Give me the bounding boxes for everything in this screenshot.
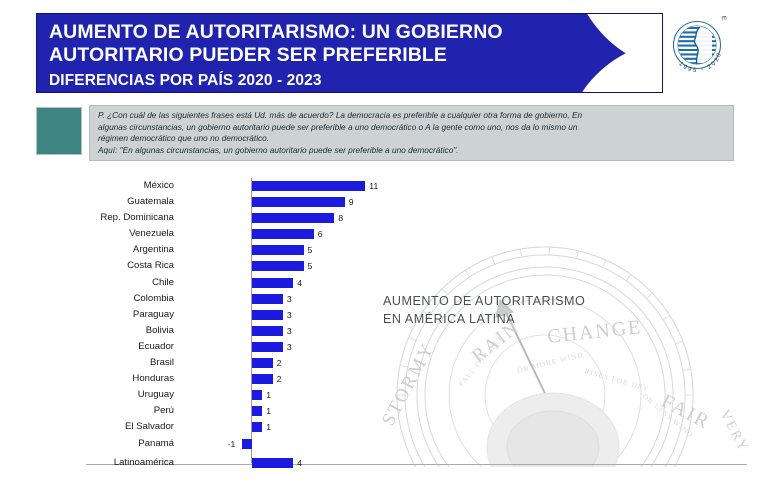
country-label: Honduras	[132, 373, 174, 385]
bar-value-label: 3	[286, 341, 292, 352]
country-label: Ecuador	[138, 340, 174, 352]
country-label: Costa Rica	[127, 260, 174, 272]
chart-row: Uruguay 1	[0, 387, 770, 403]
chart-bottom-rule	[86, 464, 747, 465]
question-line-3: régimen democrático que uno no democráti…	[98, 133, 270, 144]
chart-row: Panamá -1	[0, 436, 770, 452]
chart-row: Chile 4	[0, 275, 770, 291]
chart-row: Honduras 2	[0, 371, 770, 387]
svg-text:LATINOBARÓMETRO: LATINOBARÓMETRO	[664, 14, 727, 22]
bar-value-label: 8	[338, 213, 344, 224]
bar	[252, 390, 263, 401]
country-label: Chile	[152, 276, 174, 288]
country-label: México	[143, 180, 174, 191]
bar	[252, 261, 304, 272]
watermark-caption-line-1: AUMENTO DE AUTORITARISMO	[383, 294, 586, 308]
country-label: Argentina	[132, 244, 174, 256]
question-line-2: algunas circunstancias, un gobierno auto…	[98, 121, 578, 132]
country-label: El Salvador	[124, 421, 174, 433]
bar	[252, 406, 263, 417]
bar	[252, 293, 283, 304]
country-label: Colombia	[133, 292, 174, 304]
chart-zero-axis	[251, 178, 252, 463]
bar-value-label: 2	[276, 374, 282, 385]
country-label: Panamá	[138, 437, 174, 449]
question-line-1: P. ¿Con cuál de las siguientes frases es…	[98, 110, 583, 120]
bar-value-label: 1	[266, 390, 272, 401]
chart-row: Bolivia 3	[0, 323, 770, 339]
watermark-caption-line-2: EN AMÉRICA LATINA	[383, 312, 516, 326]
bar-value-label: 4	[297, 277, 302, 288]
question-text-box: P. ¿Con cuál de las siguientes frases es…	[89, 105, 734, 161]
latinobarometro-logo: LATINOBARÓMETRO 1995 - 2020	[661, 0, 730, 80]
chart-row: Guatemala 9	[0, 194, 770, 210]
chart-row: Ecuador 3	[0, 339, 770, 355]
bar-value-label: 2	[276, 358, 282, 369]
country-label: Guatemala	[127, 196, 174, 208]
chart-row: Argentina 5	[0, 242, 770, 258]
country-label: Uruguay	[137, 389, 174, 401]
country-label: Rep. Dominicana	[100, 212, 174, 224]
chart-row: Paraguay 3	[0, 307, 770, 323]
bar-value-label: 6	[317, 229, 323, 240]
bar-value-label: -1	[227, 438, 236, 449]
country-label: Latinoamérica	[113, 457, 174, 469]
question-line-4: Aquí: "En algunas circunstancias, un gob…	[98, 144, 459, 155]
bar-chart: CHANGE FAIR STORMY RAIN VERY FALL FOR WE…	[0, 172, 770, 485]
header: AUMENTO DE AUTORITARISMO: UN GOBIERNO AU…	[0, 0, 770, 98]
chart-row: Brasil 2	[0, 355, 770, 371]
bar	[252, 229, 314, 240]
chart-row: México 11	[0, 178, 770, 194]
bar-value-label: 5	[307, 261, 313, 272]
bar	[252, 213, 335, 224]
chart-row: Rep. Dominicana 8	[0, 210, 770, 226]
bar-value-label: 4	[297, 458, 302, 469]
bar-value-label: 3	[286, 325, 292, 336]
title-line-1: AUMENTO DE AUTORITARISMO: UN GOBIERNO	[49, 21, 503, 43]
chart-row: Colombia 3	[0, 291, 770, 307]
bar	[252, 422, 263, 433]
bar-value-label: 11	[369, 181, 379, 191]
bar	[252, 277, 294, 288]
accent-square	[36, 107, 82, 155]
bar	[252, 325, 283, 336]
chart-row: El Salvador 1	[0, 419, 770, 435]
title-banner: AUMENTO DE AUTORITARISMO: UN GOBIERNO AU…	[36, 13, 663, 93]
chart-row: Venezuela 6	[0, 226, 770, 242]
country-label: Bolivia	[145, 324, 174, 336]
bar	[252, 374, 273, 385]
bar-value-label: 1	[266, 422, 272, 433]
bar	[241, 438, 252, 449]
bar	[252, 181, 366, 191]
chart-rows: México 11 Guatemala 9 Rep. Dominicana 8 Venezu…	[0, 178, 770, 471]
question-strip: P. ¿Con cuál de las siguientes frases es…	[36, 105, 734, 163]
bar	[252, 245, 304, 256]
title-line-2: AUTORITARIO PUEDER SER PREFERIBLE	[49, 44, 448, 66]
chart-row: Latinoamérica 4	[0, 455, 770, 471]
bar	[252, 309, 283, 320]
bar	[252, 197, 345, 208]
bar	[252, 458, 294, 469]
bar-value-label: 5	[307, 245, 313, 256]
chart-row: Perú 1	[0, 403, 770, 419]
bar-value-label: 9	[348, 197, 354, 208]
bar-value-label: 3	[286, 293, 292, 304]
watermark-caption: AUMENTO DE AUTORITARISMO EN AMÉRICA LATI…	[383, 292, 585, 328]
chart-row: Costa Rica 5	[0, 258, 770, 274]
bar	[252, 358, 273, 369]
country-label: Brasil	[150, 357, 174, 369]
bar-value-label: 1	[266, 406, 272, 417]
country-label: Venezuela	[129, 228, 174, 240]
country-label: Paraguay	[132, 308, 174, 320]
bar-value-label: 3	[286, 309, 292, 320]
bar	[252, 341, 283, 352]
country-label: Perú	[153, 405, 174, 417]
subtitle: DIFERENCIAS POR PAÍS 2020 - 2023	[49, 72, 322, 89]
